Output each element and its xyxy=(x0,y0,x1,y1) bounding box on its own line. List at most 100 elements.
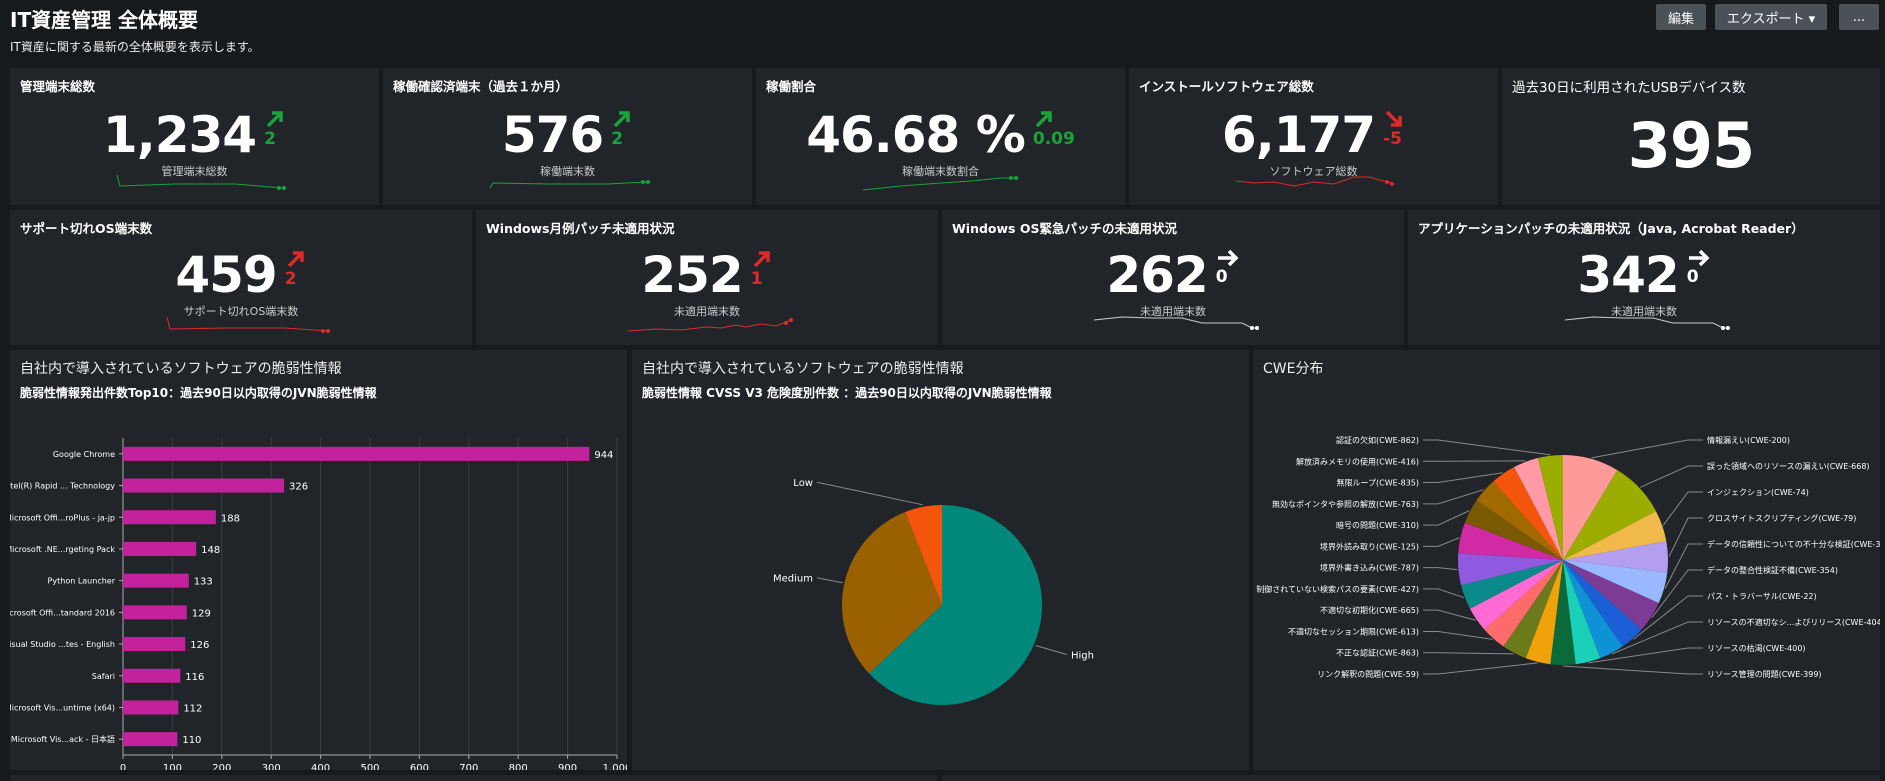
pie-slice xyxy=(1525,560,1563,665)
x-tick-label: 1,000 xyxy=(603,763,627,770)
kpi-label: サポート切れOS端末数 xyxy=(183,305,299,318)
sparkline xyxy=(1564,316,1730,330)
leader-line xyxy=(1591,439,1703,459)
pie-slice xyxy=(1493,467,1563,560)
x-tick-label: 600 xyxy=(410,763,429,770)
x-tick-label: 0 xyxy=(120,763,126,770)
bar xyxy=(123,573,189,588)
slice-label: 情報漏えい(CWE-200) xyxy=(1707,435,1790,445)
sparkline xyxy=(862,176,1018,191)
slice-label: インジェクション(CWE-74) xyxy=(1707,488,1809,497)
sparkline xyxy=(116,174,286,190)
kpi-label: 未適用端末数 xyxy=(1140,305,1206,318)
x-tick-label: 200 xyxy=(212,763,231,770)
data-label: 112 xyxy=(183,703,202,714)
kpi-delta: 2 xyxy=(611,129,624,149)
pie-slice xyxy=(905,505,942,605)
bar xyxy=(123,668,181,683)
kpi-value: 252 xyxy=(641,246,743,304)
x-tick-label: 900 xyxy=(558,763,577,770)
y-tick-label: Intel(R) Rapid ... Technology xyxy=(10,482,115,491)
slice-label: リソースの枯渇(CWE-400) xyxy=(1707,643,1806,653)
pie-slice xyxy=(1550,560,1576,665)
panel-title: Windows月例パッチ未適用状況 xyxy=(486,221,675,236)
x-tick-label: 500 xyxy=(360,763,379,770)
bar xyxy=(123,541,197,556)
pie-slice xyxy=(1514,458,1563,560)
pie-slice xyxy=(1470,560,1563,630)
leader-line xyxy=(816,481,923,506)
panel-title: サポート切れOS端末数 xyxy=(20,221,153,236)
bar xyxy=(123,637,186,652)
leader-line xyxy=(1423,630,1493,640)
kpi-value: 342 xyxy=(1577,246,1679,304)
trend-flat-icon xyxy=(1688,249,1710,267)
cvss-pie-chart: High Medium Low xyxy=(773,478,1094,705)
slice-label: 不適切な初期化(CWE-665) xyxy=(1320,605,1419,615)
slice-label: 境界外書き込み(CWE-787) xyxy=(1320,563,1419,573)
leader-line xyxy=(1651,569,1703,618)
export-button[interactable]: エクスポート ▾ xyxy=(1715,4,1827,30)
more-button[interactable]: ... xyxy=(1839,4,1879,30)
pie-slice xyxy=(1476,481,1563,560)
slice-label: 不正な認証(CWE-863) xyxy=(1336,648,1419,658)
leader-line xyxy=(1423,489,1484,505)
pie-slice xyxy=(869,505,1042,705)
data-label: 116 xyxy=(185,672,204,683)
data-label: 129 xyxy=(192,608,211,619)
bar xyxy=(123,446,590,461)
kpi-delta: 2 xyxy=(284,269,297,289)
pie-slice xyxy=(1563,511,1667,560)
section-title: 自社内で導入されているソフトウェアの脆弱性情報 xyxy=(642,361,964,377)
edit-button[interactable]: 編集 xyxy=(1656,4,1706,30)
vuln-pie-panel: 自社内で導入されているソフトウェアの脆弱性情報 脆弱性情報 CVSS V3 危険… xyxy=(632,350,1249,770)
kpi-panel-app-patch: アプリケーションパッチの未適用状況（Java, Acrobat Reader） … xyxy=(1408,210,1880,345)
kpi-label: 稼働端末数 xyxy=(540,165,595,178)
pie-slice xyxy=(842,512,942,674)
kpi-value: 46.68 % xyxy=(806,106,1026,164)
trend-up-icon xyxy=(287,251,304,268)
leader-line xyxy=(1423,510,1470,526)
kpi-panel-unsupported-os: サポート切れOS端末数 459 2 サポート切れOS端末数 xyxy=(10,210,472,345)
pie-slice xyxy=(1563,560,1668,604)
leader-line xyxy=(1423,537,1460,547)
kpi-label: 稼働端末数割合 xyxy=(902,165,979,178)
data-label: 148 xyxy=(201,545,220,556)
kpi-panel-active-devices: 稼働確認済端末（過去１か月） 576 2 稼働端末数 xyxy=(383,68,752,205)
slice-label: パス・トラバーサル(CWE-22) xyxy=(1707,592,1817,601)
y-tick-label: Safari xyxy=(92,672,115,681)
bar xyxy=(123,510,216,525)
pie-slice xyxy=(1563,455,1618,560)
trend-up-icon xyxy=(1035,111,1052,128)
pie-slice xyxy=(1563,470,1656,560)
leader-line xyxy=(816,577,843,584)
slice-label: データの整合性検証不備(CWE-354) xyxy=(1707,565,1838,575)
pie-slice xyxy=(1461,560,1563,609)
slice-label: 暗号の問題(CWE-310) xyxy=(1336,520,1419,530)
kpi-delta: 1 xyxy=(750,269,763,289)
kpi-panel-usb-devices: 過去30日に利用されたUSBデバイス数 395 xyxy=(1502,68,1880,205)
kpi-label: 未適用端末数 xyxy=(1611,305,1677,318)
slice-label: 無効なポインタや参照の解放(CWE-763) xyxy=(1272,499,1419,509)
section-title: CWE分布 xyxy=(1263,361,1324,377)
trend-up-icon xyxy=(613,111,630,128)
data-label: 110 xyxy=(182,735,201,746)
cwe-pie-chart: 情報漏えい(CWE-200) 誤った領域へのリソースの漏えい(CWE-668) イン… xyxy=(1256,435,1880,679)
data-label: 944 xyxy=(594,450,613,461)
leader-line xyxy=(1662,491,1703,526)
bar xyxy=(123,700,179,715)
trend-up-icon xyxy=(266,111,283,128)
vuln-bar-panel: 自社内で導入されているソフトウェアの脆弱性情報 脆弱性情報発出件数Top10：過… xyxy=(10,350,627,770)
slice-label: リソースの不適切なシ...よびリリース(CWE-404) xyxy=(1707,617,1880,627)
vuln-bar-chart: 0 100 200 300 400 500 600 700 800 900 1,000 Google … xyxy=(10,438,627,770)
x-tick-label: 100 xyxy=(163,763,182,770)
pie-slice xyxy=(1503,560,1563,659)
panel-title: 稼働確認済端末（過去１か月） xyxy=(393,79,569,94)
slice-label: High xyxy=(1071,651,1094,662)
x-tick-label: 700 xyxy=(459,763,478,770)
slice-label: 誤った領域へのリソースの漏えい(CWE-668) xyxy=(1707,461,1870,471)
leader-line xyxy=(1423,472,1503,484)
leader-line xyxy=(1035,645,1068,656)
bar xyxy=(123,732,178,747)
x-tick-label: 300 xyxy=(262,763,281,770)
